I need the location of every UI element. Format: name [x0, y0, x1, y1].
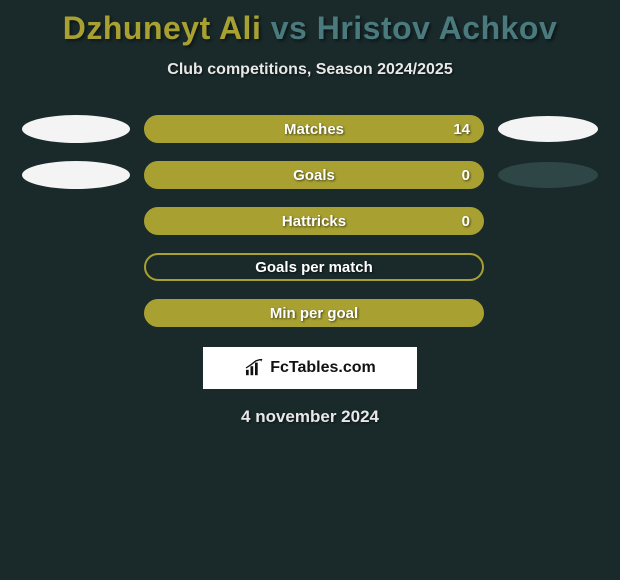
right-ellipse [498, 116, 598, 142]
left-spacer [22, 207, 130, 235]
stat-label: Goals per match [255, 259, 373, 276]
left-ellipse [22, 115, 130, 143]
left-ellipse [22, 161, 130, 189]
stat-row-goals: Goals 0 [0, 161, 620, 189]
stat-bar: Min per goal [144, 299, 484, 327]
stat-value: 14 [453, 121, 470, 138]
chart-icon [244, 359, 266, 377]
stats-rows: Matches 14 Goals 0 Hattricks 0 Goals per… [0, 115, 620, 327]
right-spacer [498, 208, 598, 234]
date: 4 november 2024 [0, 407, 620, 427]
stat-bar: Matches 14 [144, 115, 484, 143]
page-title: Dzhuneyt Ali vs Hristov Achkov [0, 0, 620, 47]
left-spacer [22, 299, 130, 327]
stat-value: 0 [462, 167, 470, 184]
stat-bar: Goals 0 [144, 161, 484, 189]
title-player1: Dzhuneyt Ali [63, 10, 262, 46]
subtitle: Club competitions, Season 2024/2025 [0, 61, 620, 79]
stat-bar: Goals per match [144, 253, 484, 281]
stat-bar: Hattricks 0 [144, 207, 484, 235]
title-player2: Hristov Achkov [317, 10, 558, 46]
stat-label: Goals [293, 167, 335, 184]
stat-row-hattricks: Hattricks 0 [0, 207, 620, 235]
logo-text: FcTables.com [270, 359, 376, 377]
stat-label: Matches [284, 121, 344, 138]
stat-row-goals-per-match: Goals per match [0, 253, 620, 281]
stat-row-min-per-goal: Min per goal [0, 299, 620, 327]
right-spacer [498, 300, 598, 326]
logo-box: FcTables.com [203, 347, 417, 389]
right-spacer [498, 254, 598, 280]
left-spacer [22, 253, 130, 281]
title-vs: vs [261, 10, 316, 46]
stat-value: 0 [462, 213, 470, 230]
stat-row-matches: Matches 14 [0, 115, 620, 143]
stat-label: Min per goal [270, 305, 358, 322]
stat-label: Hattricks [282, 213, 346, 230]
right-ellipse [498, 162, 598, 188]
